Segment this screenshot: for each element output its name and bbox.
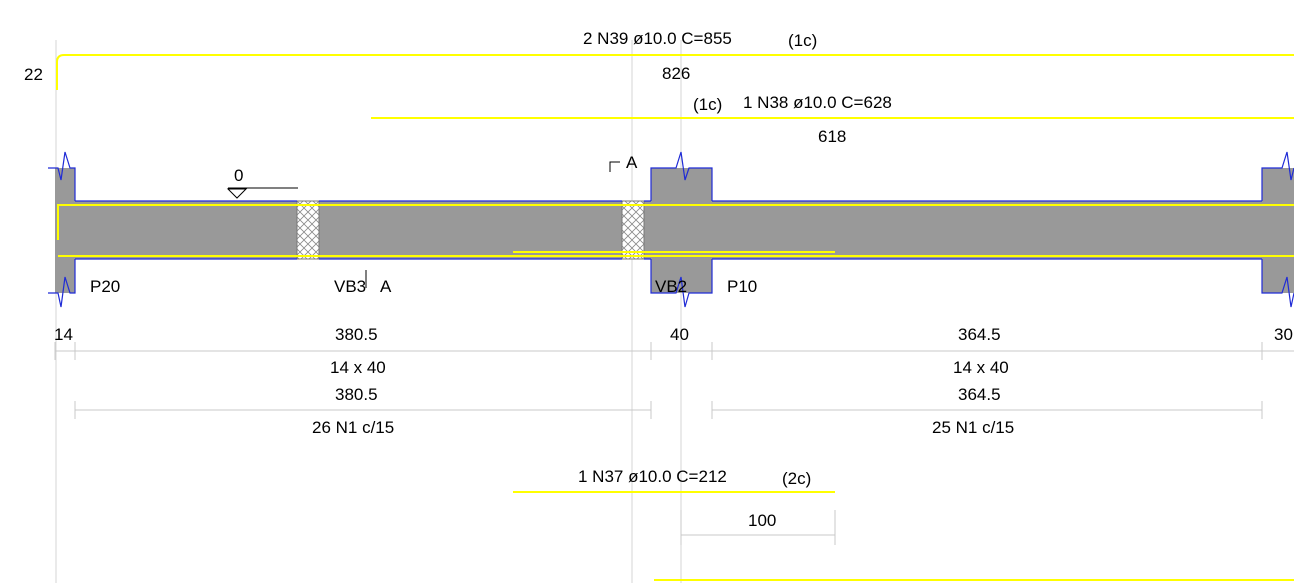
top-rebar-1-layer: (1c): [788, 31, 817, 50]
dim-support-end: 30: [1274, 325, 1293, 344]
dim-span-right: 364.5: [958, 325, 1001, 344]
bottom-rebar-layer: (2c): [782, 469, 811, 488]
opening-vb2: [621, 200, 645, 260]
beam-outline: [48, 151, 1294, 308]
label-vb3-section: A: [380, 277, 392, 296]
top-rebar-1-shape: [56, 54, 1294, 90]
level-mark: [226, 187, 298, 199]
opening-vb3: [296, 200, 320, 260]
top-rebar-1-hook: 22: [24, 65, 43, 84]
dim-support-p10: 40: [670, 325, 689, 344]
label-p20: P20: [90, 277, 120, 296]
right-span-section: 14 x 40: [953, 358, 1009, 377]
dim-span-left: 380.5: [335, 325, 378, 344]
left-span-section: 14 x 40: [330, 358, 386, 377]
dimension-lines: [54, 342, 1294, 545]
bottom-rebar-label: 1 N37 ø10.0 C=212: [578, 467, 727, 486]
top-rebar-1-label: 2 N39 ø10.0 C=855: [583, 29, 732, 48]
right-span-stirrups: 25 N1 c/15: [932, 418, 1014, 437]
left-span-length: 380.5: [335, 385, 378, 404]
left-span-stirrups: 26 N1 c/15: [312, 418, 394, 437]
reference-lines: [55, 40, 682, 583]
support-columns: [55, 168, 1294, 293]
bottom-rebar-length: 100: [748, 511, 776, 530]
top-rebar-2-label: 1 N38 ø10.0 C=628: [743, 93, 892, 112]
beam-body: [55, 201, 1294, 259]
section-mark-label: A: [626, 153, 638, 172]
label-vb3: VB3: [334, 277, 366, 296]
label-vb2: VB2: [655, 277, 687, 296]
section-mark-icon: [609, 161, 620, 172]
top-rebar-2-length: 618: [818, 127, 846, 146]
level-mark-value: 0: [234, 166, 243, 185]
right-span-length: 364.5: [958, 385, 1001, 404]
top-rebar-1-length: 826: [662, 64, 690, 83]
rebar-lines: [57, 204, 1294, 257]
top-rebar-2-layer: (1c): [693, 95, 722, 114]
label-p10: P10: [727, 277, 757, 296]
dim-support-p20: 14: [54, 325, 73, 344]
